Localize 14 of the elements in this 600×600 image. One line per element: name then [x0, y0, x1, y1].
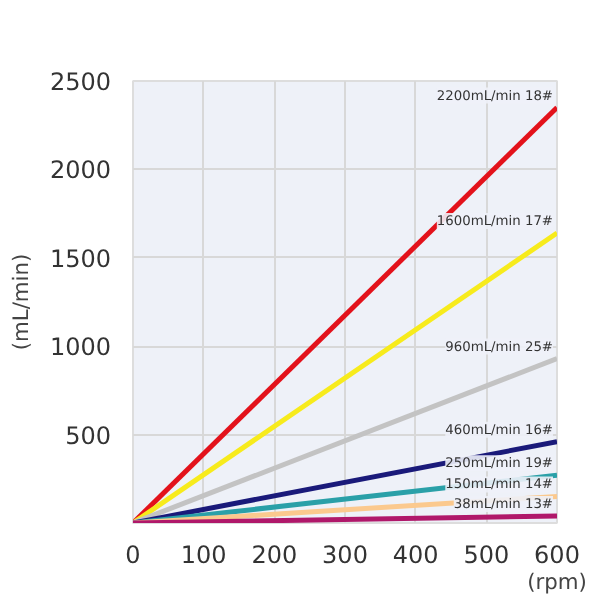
- x-tick-label: 500: [463, 541, 510, 569]
- x-axis-title: (rpm): [527, 569, 587, 595]
- x-tick-label: 300: [322, 541, 368, 569]
- x-tick-label: 100: [180, 541, 227, 569]
- y-tick-label: 1500: [49, 244, 112, 273]
- x-tick-label: 600: [534, 541, 580, 569]
- y-tick-label: 2000: [49, 156, 112, 185]
- x-tick-label: 400: [392, 541, 439, 569]
- y-tick-label: 500: [65, 421, 111, 450]
- y-axis-title: (mL/min): [7, 253, 34, 351]
- y-tick-label: 2500: [49, 68, 112, 96]
- y-tick-label: 1000: [49, 333, 112, 362]
- x-tick-label: 200: [251, 541, 298, 569]
- x-tick-label: 0: [125, 541, 141, 569]
